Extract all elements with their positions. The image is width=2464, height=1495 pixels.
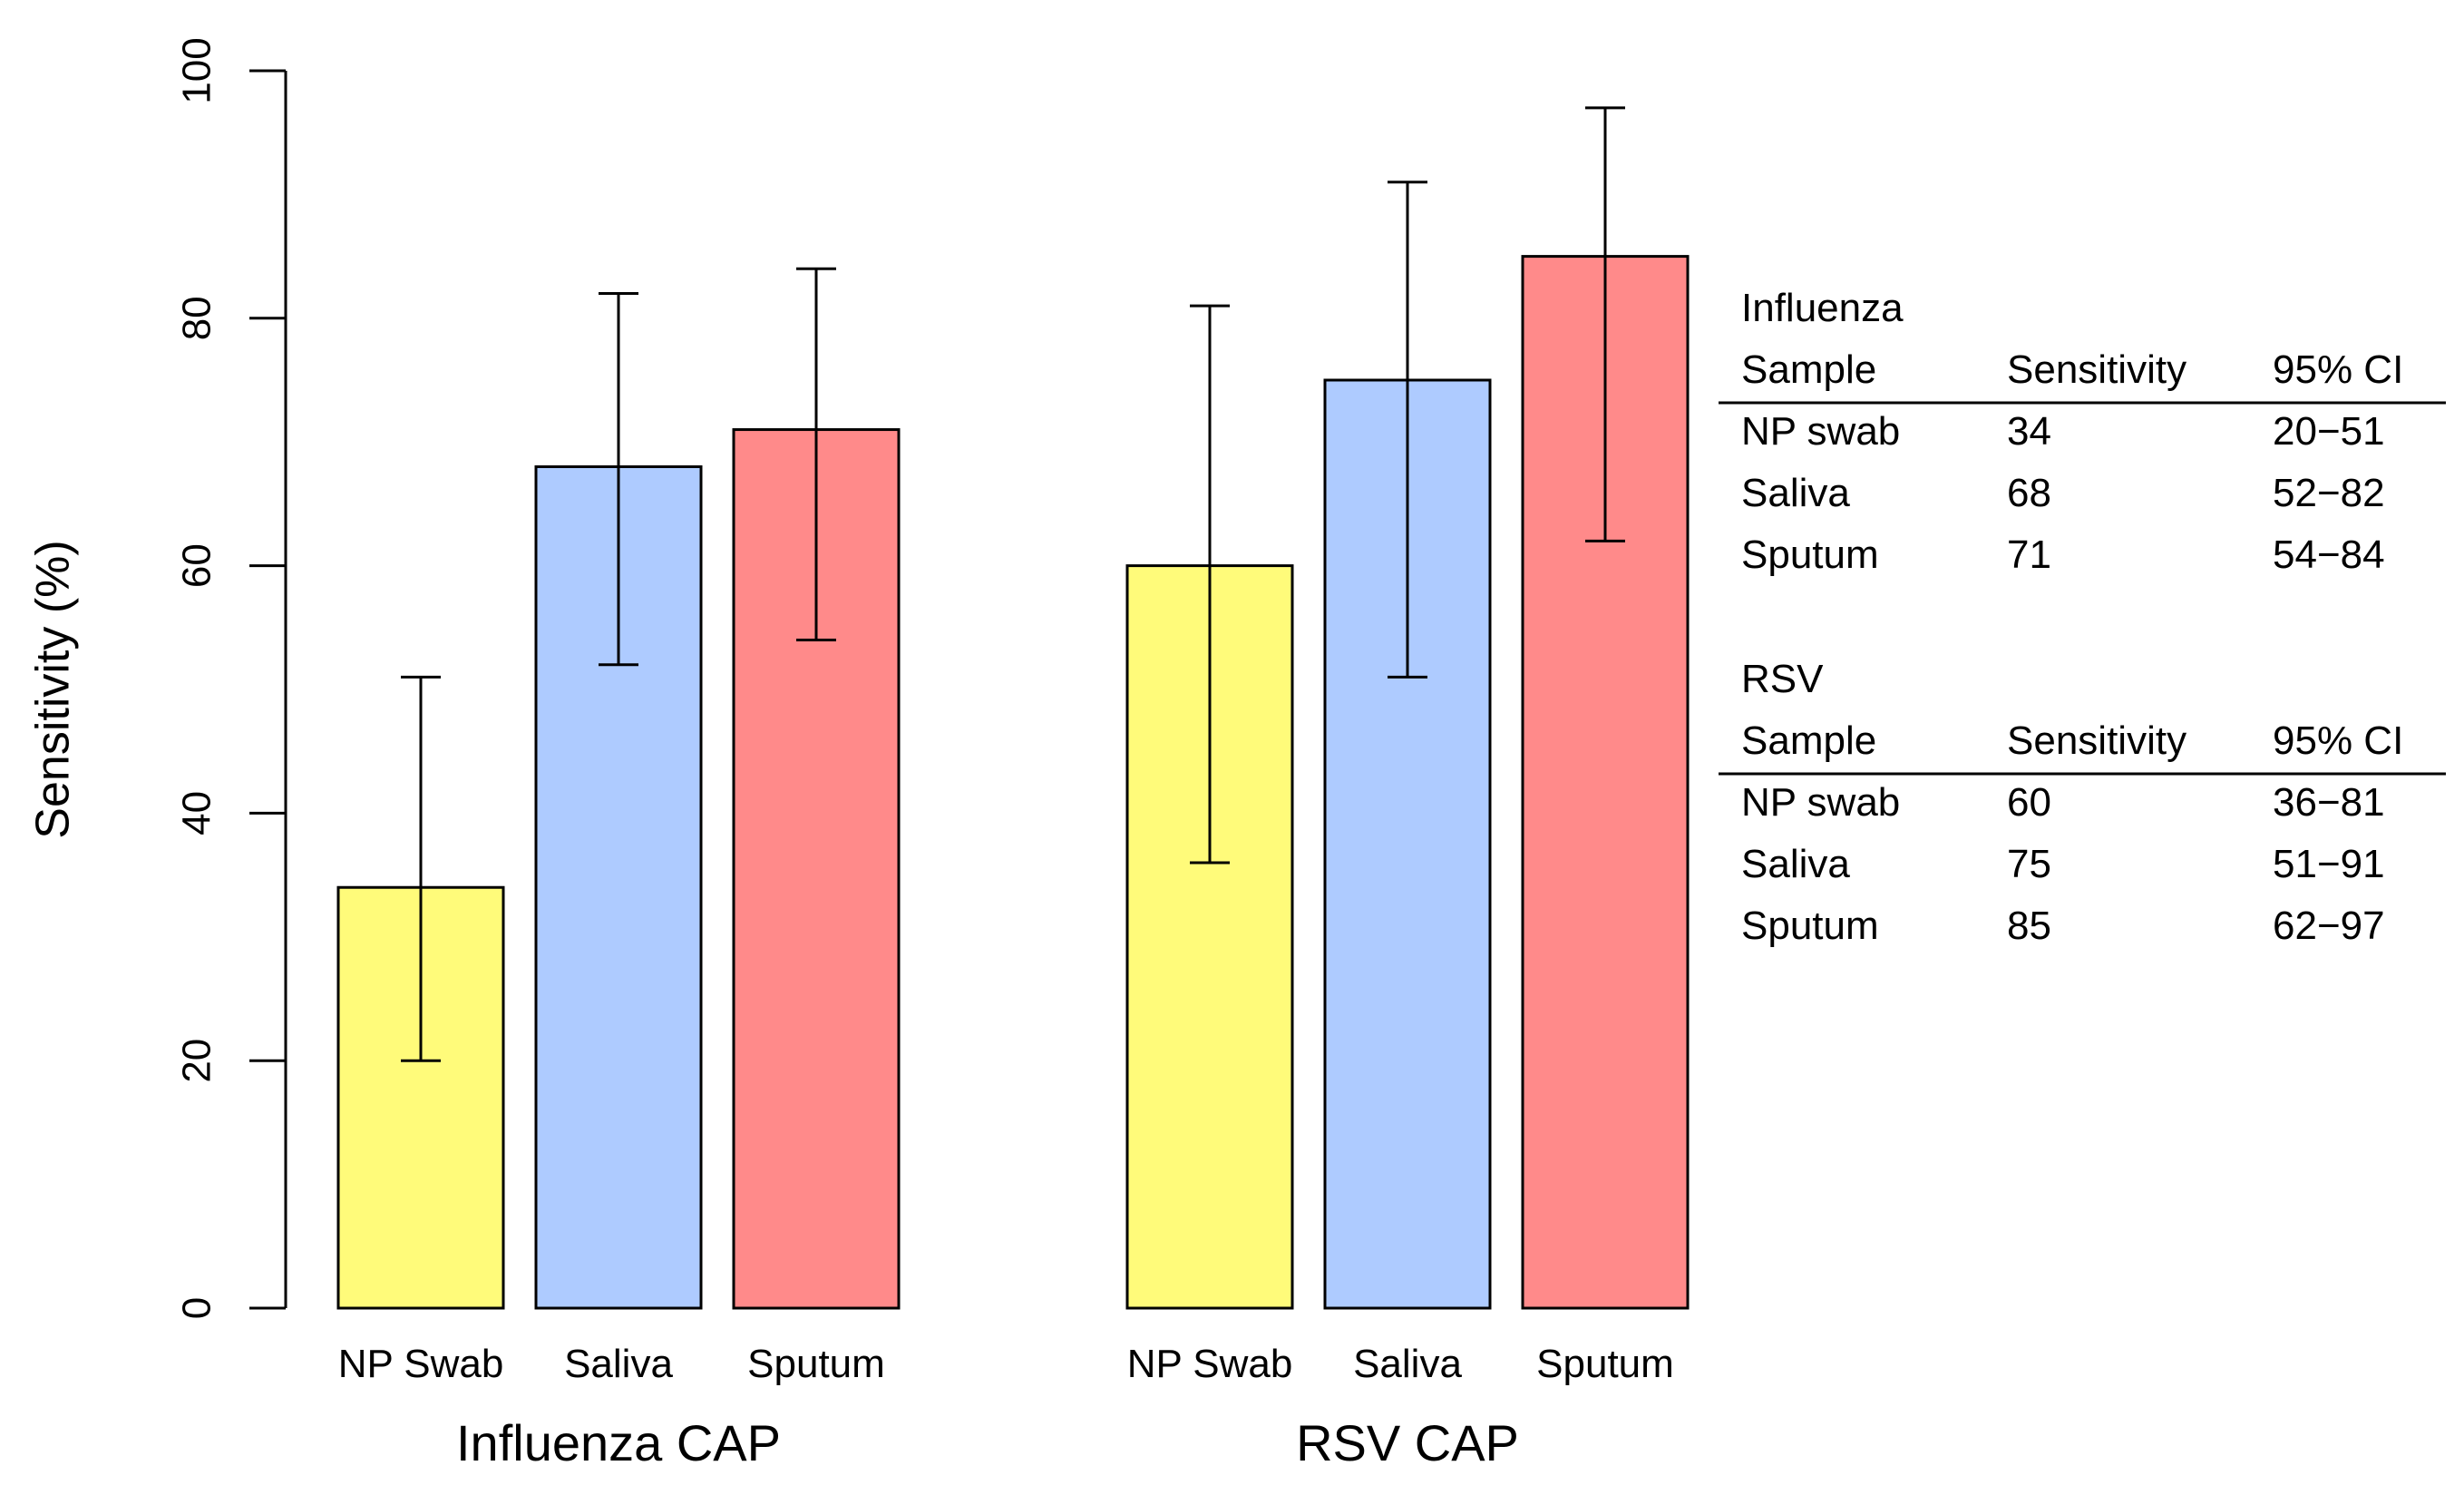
table-cell: 54−84 <box>2273 533 2385 577</box>
y-tick-label: 60 <box>175 543 219 588</box>
table-cell: 52−82 <box>2273 471 2385 515</box>
table-cell: 60 <box>2007 780 2051 825</box>
y-tick-label: 0 <box>175 1297 219 1319</box>
table-cell: NP swab <box>1741 409 1900 454</box>
table-cell: 71 <box>2007 533 2051 577</box>
x-category-label: NP Swab <box>1127 1342 1293 1386</box>
table-cell: NP swab <box>1741 780 1900 825</box>
table-cell: Sputum <box>1741 533 1879 577</box>
table-header-cell: Sample <box>1741 718 1876 763</box>
table-cell: Saliva <box>1741 471 1850 515</box>
x-category-label: Saliva <box>1353 1342 1462 1386</box>
table-cell: 34 <box>2007 409 2051 454</box>
group-label: RSV CAP <box>1296 1414 1519 1471</box>
table-header-cell: Sample <box>1741 347 1876 392</box>
table-header-cell: 95% CI <box>2273 718 2403 763</box>
table-cell: 85 <box>2007 904 2051 948</box>
table-cell: 36−81 <box>2273 780 2385 825</box>
x-category-label: Saliva <box>564 1342 673 1386</box>
y-tick-label: 80 <box>175 296 219 340</box>
y-tick-label: 20 <box>175 1039 219 1083</box>
table-cell: 75 <box>2007 842 2051 886</box>
table-cell: Sputum <box>1741 904 1879 948</box>
table-header-cell: Sensitivity <box>2007 347 2186 392</box>
table-title: RSV <box>1741 657 1824 701</box>
y-tick-label: 40 <box>175 791 219 835</box>
y-axis-title: Sensitivity (%) <box>27 540 80 838</box>
x-category-label: Sputum <box>1536 1342 1674 1386</box>
table-cell: Saliva <box>1741 842 1850 886</box>
y-tick-label: 100 <box>175 37 219 103</box>
table-header-cell: Sensitivity <box>2007 718 2186 763</box>
table-cell: 20−51 <box>2273 409 2385 454</box>
table-header-cell: 95% CI <box>2273 347 2403 392</box>
x-category-label: Sputum <box>747 1342 885 1386</box>
group-label: Influenza CAP <box>456 1414 781 1471</box>
table-title: Influenza <box>1741 286 1904 330</box>
table-cell: 68 <box>2007 471 2051 515</box>
table-cell: 51−91 <box>2273 842 2385 886</box>
x-category-label: NP Swab <box>338 1342 504 1386</box>
table-cell: 62−97 <box>2273 904 2385 948</box>
